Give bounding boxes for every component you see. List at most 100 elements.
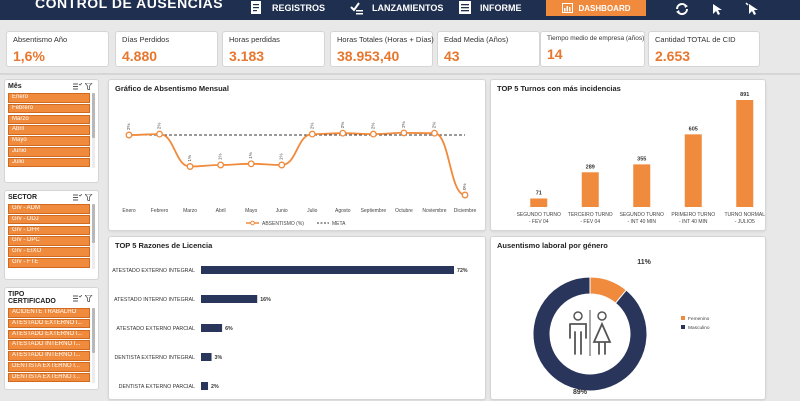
razon-bar <box>201 324 223 332</box>
slicer-tipo-item[interactable]: ATESTADO INTERNO I... <box>8 340 90 350</box>
x-tick-label: Julio <box>307 208 318 214</box>
multi-select-icon[interactable] <box>73 83 82 90</box>
absentismo-data-label: 2% <box>309 123 314 130</box>
turno-value-label: 355 <box>637 156 646 162</box>
x-tick-label: Junio <box>276 208 288 214</box>
slicer-sector-item[interactable]: Grv - ADM <box>8 204 90 214</box>
razon-bar <box>201 382 209 390</box>
turno-bar <box>736 100 754 207</box>
absentismo-data-label: 2% <box>401 121 406 128</box>
slicer-mes-item[interactable]: Julio <box>8 157 90 168</box>
donut-label-femenino: 11% <box>637 259 651 266</box>
slicer-mes-item[interactable]: Mayo <box>8 136 90 146</box>
kpi-divider <box>0 73 800 75</box>
slicer-mes-item[interactable]: Abril <box>8 125 90 135</box>
absentismo-data-label: 2% <box>431 122 436 129</box>
multi-select-icon[interactable] <box>73 194 82 201</box>
line-chart-title: Gráfico de Absentismo Mensual <box>115 84 229 93</box>
kpi-horas-totales-card: Horas Totales (Horas + Días) 38.953,40 <box>330 31 434 67</box>
absentismo-point <box>339 129 347 137</box>
slicer-tipo-item[interactable]: ACIDENTE TRABALHO <box>8 308 90 318</box>
absentismo-point <box>369 130 377 138</box>
absentismo-data-label: 1% <box>279 153 284 160</box>
slicer-mes-scrollbar[interactable] <box>92 93 95 169</box>
turno-value-label: 605 <box>689 126 698 132</box>
slicer-tipo-item[interactable]: ATESTADO EXTERNO I... <box>8 329 90 340</box>
slicer-sector-item[interactable]: Grv - DDJ <box>8 214 90 225</box>
slicer-tipo-scrollbar[interactable] <box>92 308 95 384</box>
razon-bar <box>201 353 212 361</box>
top-bar: CONTROL DE AUSENCIAS REGISTROS LANZAMIEN… <box>0 0 800 20</box>
kpi-value: 4.880 <box>122 48 158 64</box>
absentismo-data-label: 2% <box>370 123 375 130</box>
slicer-sector-item[interactable]: Grv - DPC <box>8 236 90 246</box>
legend-masculino-label: Masculino <box>688 325 710 331</box>
clear-filter-icon[interactable] <box>85 294 93 302</box>
x-tick-label: Octubre <box>395 208 413 214</box>
kpi-horas-perdidas-card: Horas perdidas 3.183 <box>222 31 325 67</box>
kpi-tiempo-medio-card: Tiempo medio de empresa (años) 14 <box>540 31 645 67</box>
slicer-mes-item[interactable]: Febrero <box>8 103 90 114</box>
slicer-tipo-item[interactable]: DENTISTA EXTERNO I... <box>8 372 90 383</box>
turno-category-label: SEGUNDO TURNO - INT 40 MIN <box>620 212 664 225</box>
razon-category-label: DENTISTA EXTERNO INTEGRAL <box>114 355 195 361</box>
razones-chart-panel: TOP 5 Razones de Licencia ATESTADO EXTER… <box>108 236 486 400</box>
slicer-tipo-item[interactable]: DENTISTA EXTERNO I... <box>8 361 90 372</box>
turnos-chart-panel: TOP 5 Turnos con más incidencias 71 SEGUN… <box>490 79 766 231</box>
absentismo-line <box>128 131 466 196</box>
legend-meta-label: META <box>332 221 346 227</box>
clear-filters-button[interactable] <box>706 0 728 18</box>
nav-dashboard-button[interactable]: DASHBOARD <box>546 0 646 16</box>
x-tick-label: Marzo <box>183 208 197 214</box>
turno-bar <box>684 134 702 207</box>
refresh-button[interactable] <box>671 0 693 18</box>
turno-bar <box>530 198 548 207</box>
slicer-sector-item[interactable]: Grv - FTE <box>8 257 90 268</box>
nav-informe-button[interactable]: INFORME <box>458 0 522 16</box>
absentismo-data-label: 0% <box>462 183 467 190</box>
x-tick-label: Noviembre <box>422 208 446 214</box>
slicer-mes-item[interactable]: Junio <box>8 146 90 157</box>
clear-filter-icon[interactable] <box>85 83 93 90</box>
checklist-icon <box>350 2 363 15</box>
slicer-sector-item[interactable]: Grv - EIXO <box>8 247 90 257</box>
slicer-tipo-list: ACIDENTE TRABALHO ATESTADO EXTERNO I... AT… <box>8 308 90 383</box>
slicer-sector-item[interactable]: Grv - DFR <box>8 225 90 236</box>
absentismo-data-label: 1% <box>218 153 223 160</box>
absentismo-point <box>125 131 133 139</box>
slicer-sector-scrollbar[interactable] <box>92 204 95 269</box>
clear-filter-icon[interactable] <box>85 194 93 201</box>
absentismo-point <box>247 160 255 168</box>
nav-lanzamientos-button[interactable]: LANZAMIENTOS <box>350 0 443 16</box>
absentismo-point <box>278 161 286 169</box>
turnos-chart-title: TOP 5 Turnos con más incidencias <box>497 84 621 93</box>
kpi-value: 14 <box>547 46 563 62</box>
select-tool-button[interactable] <box>742 0 764 18</box>
slicer-sector: SECTOR Grv - ADM Grv - DDJ Grv - DFR Grv - … <box>4 190 99 280</box>
razon-category-label: ATESTADO EXTERNO INTEGRAL <box>112 268 195 274</box>
slicer-mes-item[interactable]: Enero <box>8 93 90 103</box>
informe-icon <box>459 1 471 14</box>
x-tick-label: Agosto <box>335 208 351 214</box>
turnos-bar-chart: 71 SEGUNDO TURNO - FEV 04 289 TERCEIRO TURNO… <box>517 92 766 225</box>
x-tick-label: Septiembre <box>361 208 387 214</box>
slicer-tipo-item[interactable]: ATESTADO EXTERNO I... <box>8 318 90 329</box>
kpi-label: Días Perdidos <box>122 35 170 44</box>
kpi-label: Horas Totales (Horas + Días) <box>337 35 434 44</box>
donut-slice-masculino <box>532 276 648 392</box>
legend-masculino-swatch <box>681 325 685 329</box>
multi-select-icon[interactable] <box>73 294 82 302</box>
nav-registros-button[interactable]: REGISTROS <box>250 0 325 16</box>
slicer-tipo-item[interactable]: ATESTADO INTERNO I... <box>8 351 90 361</box>
razon-value-label: 16% <box>260 297 271 303</box>
absentismo-data-label: 2% <box>340 122 345 129</box>
slicer-mes-item[interactable]: Marzo <box>8 114 90 125</box>
x-tick-label: Enero <box>122 208 136 214</box>
razon-category-label: DENTISTA EXTERNO PARCIAL <box>119 384 195 390</box>
razon-value-label: 3% <box>215 355 223 361</box>
nav-lanzamientos-label: LANZAMIENTOS <box>372 3 444 13</box>
kpi-value: 2.653 <box>655 48 691 64</box>
absentismo-data-label: 1% <box>248 152 253 159</box>
slicer-tipo-certificado: TIPO CERTIFICADO ACIDENTE TRABALHO ATESTA… <box>4 287 99 390</box>
turno-category-label: TURNO NORMAL - JULIO5 <box>724 212 765 225</box>
